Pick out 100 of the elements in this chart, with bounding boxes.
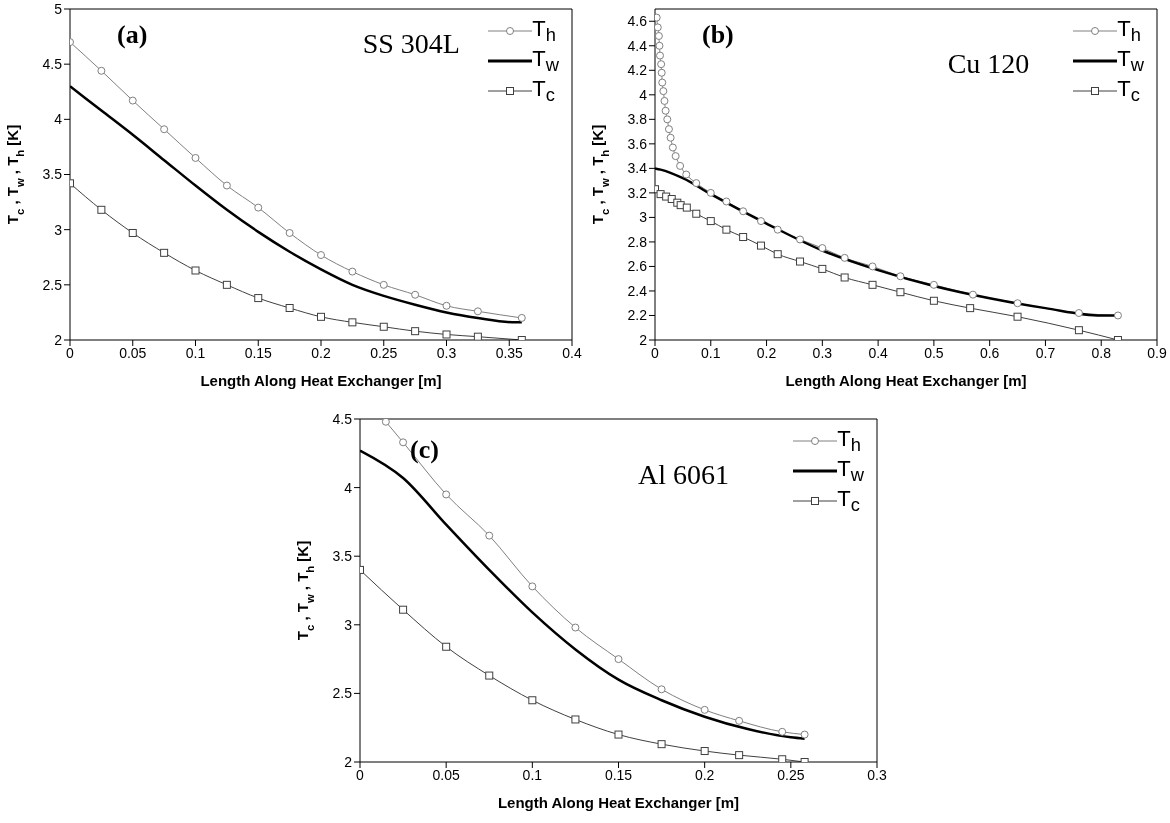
point (655, 23, 662, 32)
point (657, 685, 666, 694)
annotation: (c) (410, 434, 439, 465)
x-tick-label: 0.7 (1035, 344, 1056, 361)
point (97, 205, 106, 214)
x-tick-label: 0.4 (868, 344, 889, 361)
annotation: (a) (117, 20, 148, 50)
point (968, 290, 977, 299)
point (773, 225, 782, 234)
point (840, 253, 849, 262)
point (692, 209, 701, 218)
point (739, 207, 748, 216)
x-axis-title: Length Along Heat Exchanger [m] (200, 372, 442, 389)
y-tick-label: 3.8 (627, 111, 648, 128)
point (254, 203, 263, 212)
point (666, 133, 675, 142)
x-tick-label: 0.1 (522, 766, 543, 783)
point (896, 272, 905, 281)
point (1013, 312, 1022, 321)
point (442, 330, 451, 339)
x-tick-label: 0 (356, 766, 365, 783)
annotation: (b) (702, 20, 734, 50)
x-tick-label: 0.3 (812, 344, 833, 361)
point (1074, 326, 1083, 335)
point (655, 41, 664, 50)
point (379, 322, 388, 331)
x-tick-label: 0.2 (694, 766, 715, 783)
point (896, 288, 905, 297)
y-tick-label: 3.5 (332, 548, 353, 565)
point (317, 312, 325, 321)
y-tick-label: 2.5 (332, 685, 353, 702)
x-tick-label: 0.3 (436, 344, 457, 361)
point (614, 655, 623, 664)
point (128, 96, 137, 105)
y-tick-label: 2.4 (627, 282, 648, 299)
annotation: Al 6061 (638, 459, 729, 492)
point (868, 280, 877, 289)
x-tick-label: 0.2 (311, 344, 331, 361)
point (722, 225, 731, 234)
point (682, 203, 691, 212)
point (317, 251, 325, 260)
point (778, 727, 787, 736)
y-tick-label: 2.6 (627, 258, 648, 275)
legend-label: T$_{w}$ (532, 45, 559, 77)
point (700, 705, 709, 714)
point (668, 143, 677, 152)
point (722, 197, 731, 206)
x-tick-label: 0.9 (1147, 344, 1167, 361)
point (485, 671, 494, 680)
point (929, 296, 938, 305)
point (800, 730, 809, 739)
point (818, 264, 827, 273)
point (1113, 311, 1122, 320)
point (473, 332, 482, 340)
point (682, 170, 691, 179)
point (399, 438, 408, 447)
point (818, 244, 827, 253)
point (657, 60, 666, 69)
x-tick-label: 0.15 (604, 766, 633, 783)
y-tick-label: 2 (639, 331, 648, 348)
x-tick-label: 0.15 (244, 344, 273, 361)
point (285, 228, 294, 237)
point (160, 125, 169, 134)
y-tick-label: 4.5 (42, 56, 63, 73)
legend-label: T$_{c}$ (532, 75, 555, 107)
point (473, 307, 482, 316)
y-tick-label: 4.4 (627, 37, 648, 54)
point (128, 228, 137, 237)
point (796, 257, 805, 266)
point (1074, 309, 1083, 318)
x-tick-label: 0.25 (370, 344, 398, 361)
point (658, 78, 667, 87)
x-tick-label: 0.35 (495, 344, 524, 361)
y-tick-label: 4.6 (627, 13, 648, 30)
point (778, 755, 787, 762)
point (868, 262, 877, 271)
point (655, 31, 663, 40)
point (254, 294, 263, 303)
point (528, 696, 537, 705)
x-axis-title: Length Along Heat Exchanger [m] (497, 794, 740, 811)
x-tick-label: 0.05 (432, 766, 460, 783)
point (735, 751, 744, 760)
point (379, 280, 388, 289)
x-tick-label: 0.2 (756, 344, 777, 361)
point (517, 313, 526, 322)
legend-label: T$_{w}$ (837, 455, 864, 487)
y-tick-label: 2 (54, 331, 63, 348)
x-tick-label: 0 (651, 344, 660, 361)
legend-label: T$_{c}$ (837, 485, 860, 517)
point (191, 266, 200, 275)
point (348, 267, 357, 276)
point (739, 233, 748, 242)
point (614, 730, 623, 739)
legend-label: T$_{c}$ (1117, 75, 1140, 107)
y-tick-label: 2.2 (627, 307, 648, 324)
point (285, 304, 294, 312)
y-tick-label: 5 (54, 0, 63, 17)
point (700, 747, 709, 756)
y-tick-label: 4 (639, 86, 648, 103)
y-tick-label: 4 (344, 479, 353, 496)
